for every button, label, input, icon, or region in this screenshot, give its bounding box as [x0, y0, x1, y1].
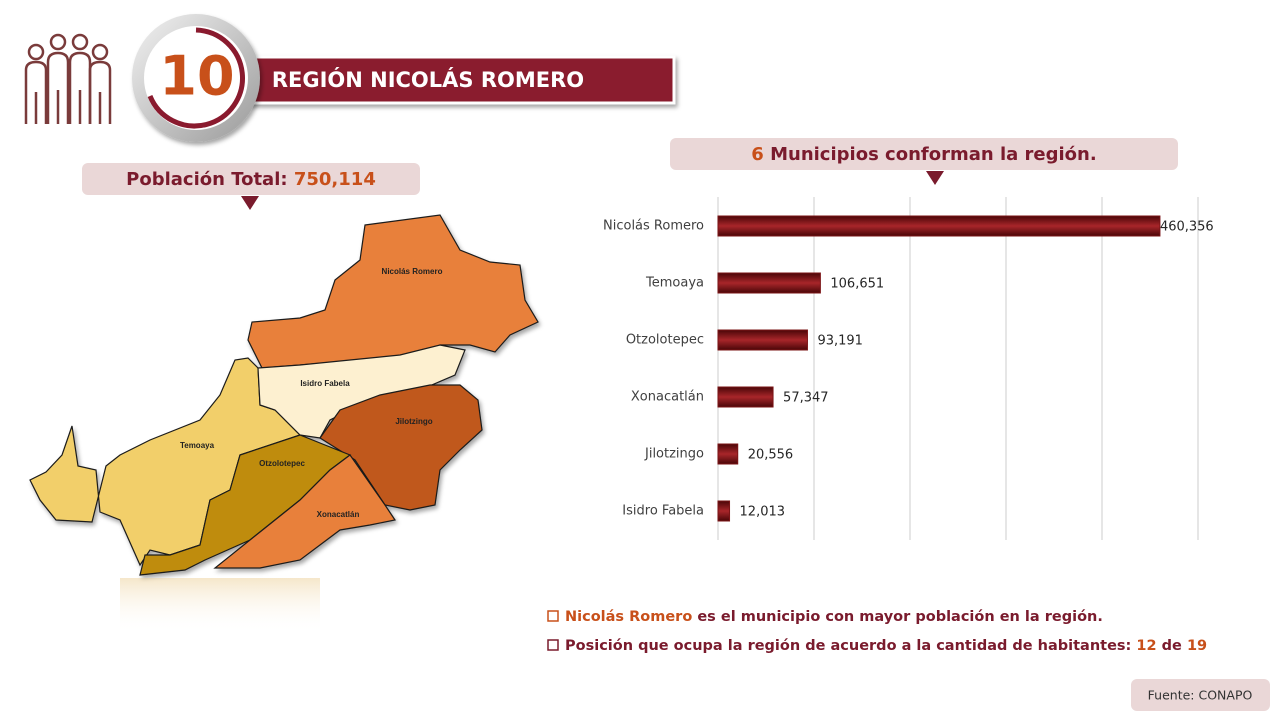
y-tick-label: Otzolotepec: [626, 333, 704, 348]
bar: [717, 272, 821, 294]
note-of: de: [1162, 638, 1182, 654]
map-label: Isidro Fabela: [300, 379, 350, 388]
map-jilotzingo: [319, 384, 483, 511]
map-reflection: [120, 578, 320, 633]
y-tick-label: Isidro Fabela: [622, 504, 704, 519]
bullet: [547, 610, 559, 622]
population-value: 750,114: [294, 169, 376, 190]
y-tick-label: Xonacatlán: [631, 390, 704, 405]
bar: [717, 215, 1161, 237]
map-label: Xonacatlán: [317, 510, 360, 519]
note-highlight: Nicolás Romero: [565, 609, 692, 625]
bar: [717, 329, 808, 351]
map-label: Nicolás Romero: [382, 267, 443, 276]
value-label: 20,556: [748, 448, 794, 463]
map-nicolas-romero: [247, 214, 539, 369]
municipalities-count: 6: [751, 144, 764, 165]
y-tick-label: Temoaya: [645, 276, 704, 291]
bullet: [547, 639, 559, 651]
source: Fuente: CONAPO: [1148, 688, 1253, 703]
map-label: Jilotzingo: [395, 417, 432, 426]
badge: [144, 26, 248, 130]
badge-number: 10: [159, 45, 234, 108]
badge-arc: [147, 27, 245, 129]
value-label: 460,356: [1160, 220, 1214, 235]
note-total: 19: [1187, 638, 1207, 654]
municipalities-pill: [670, 138, 1178, 170]
municipalities-text: Municipios conforman la región.: [770, 144, 1097, 165]
population-label: Población Total:: [126, 169, 287, 190]
pointer: [241, 196, 259, 210]
y-tick-label: Nicolás Romero: [603, 219, 704, 234]
note: Posición que ocupa la región de acuerdo …: [565, 638, 1207, 654]
value-label: 57,347: [783, 391, 829, 406]
map-label: Otzolotepec: [259, 459, 305, 468]
population: Población Total: 750,114: [126, 169, 376, 190]
map-label: Temoaya: [180, 441, 215, 450]
population-pill: [82, 163, 420, 195]
title: REGIÓN NICOLÁS ROMERO: [272, 67, 584, 92]
pointer: [926, 171, 944, 185]
note-text: es el municipio con mayor población en l…: [697, 609, 1103, 625]
municipalities: 6 Municipios conforman la región.: [751, 144, 1096, 165]
note: Nicolás Romero es el municipio con mayor…: [565, 609, 1103, 625]
source-box: [1131, 679, 1270, 711]
y-tick-label: Jilotzingo: [644, 447, 704, 462]
value-label: 106,651: [830, 277, 884, 292]
bar: [717, 386, 774, 408]
map: [29, 214, 539, 576]
value-label: 12,013: [740, 505, 786, 520]
bar: [717, 443, 739, 465]
note-text: Posición que ocupa la región de acuerdo …: [565, 638, 1131, 654]
people-icon: [24, 33, 112, 124]
note-rank: 12: [1136, 638, 1156, 654]
value-label: 93,191: [817, 334, 863, 349]
map-xonacatlan: [213, 454, 396, 569]
bar: [717, 500, 731, 522]
bar-chart: Nicolás Romero 460,356 Temoaya 106,651 Otzol…: [603, 197, 1214, 540]
